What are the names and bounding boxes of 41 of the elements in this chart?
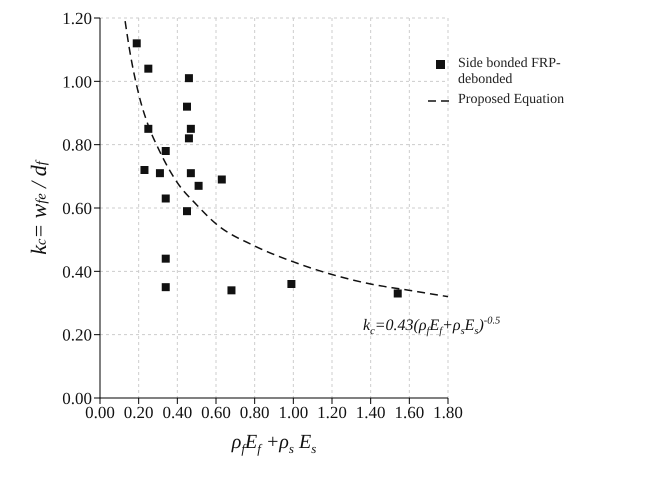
point	[144, 64, 152, 73]
x-tick-label: 1.00	[278, 403, 308, 422]
point	[162, 254, 170, 263]
legend-label: Proposed Equation	[458, 92, 564, 107]
point	[186, 169, 195, 178]
point	[183, 102, 191, 111]
point	[183, 207, 191, 216]
legend-label: Side bonded FRP-debonded	[458, 56, 561, 87]
point	[156, 169, 164, 178]
line-series	[124, 20, 448, 298]
x-tick-label: 1.60	[394, 403, 424, 422]
point	[162, 194, 170, 202]
point	[194, 182, 203, 190]
y-tick-label: 0.40	[62, 262, 92, 282]
point	[162, 147, 170, 155]
point	[186, 124, 195, 133]
y-tick-label: 1.00	[62, 72, 92, 92]
point	[184, 74, 193, 82]
x-tick-label: 0.40	[162, 403, 192, 422]
x-tick-label: 0.20	[124, 403, 154, 422]
point	[162, 283, 170, 292]
x-axis-title: ρ$_{f}$E$_{f}$ +ρ$_{s}$ E$_{s}$	[230, 431, 316, 456]
x-tick-label: 1.80	[433, 403, 463, 422]
y-tick-label: 0.80	[62, 136, 92, 155]
x-tick-label: 0.80	[240, 403, 270, 422]
point	[287, 280, 296, 288]
point	[227, 286, 236, 294]
text: k$_{c}$=0.43(ρ$_{f}$E$_{f}$+ρ$_{s}$E$_{s}$)$^{-0.5}$	[363, 316, 500, 337]
y-tick-label: 0.20	[62, 326, 92, 345]
point	[394, 290, 402, 298]
x-tick-label: 1.20	[317, 403, 347, 422]
y-tick-label: 1.20	[62, 9, 92, 28]
point	[218, 176, 226, 184]
y-tick-label: 0.60	[62, 199, 92, 218]
point	[144, 124, 152, 133]
point	[132, 39, 141, 48]
point	[184, 134, 193, 142]
point	[140, 166, 148, 174]
x-tick-label: 0.00	[85, 403, 115, 422]
x-tick-label: 0.60	[201, 403, 231, 422]
x-tick-label: 1.40	[356, 403, 386, 422]
